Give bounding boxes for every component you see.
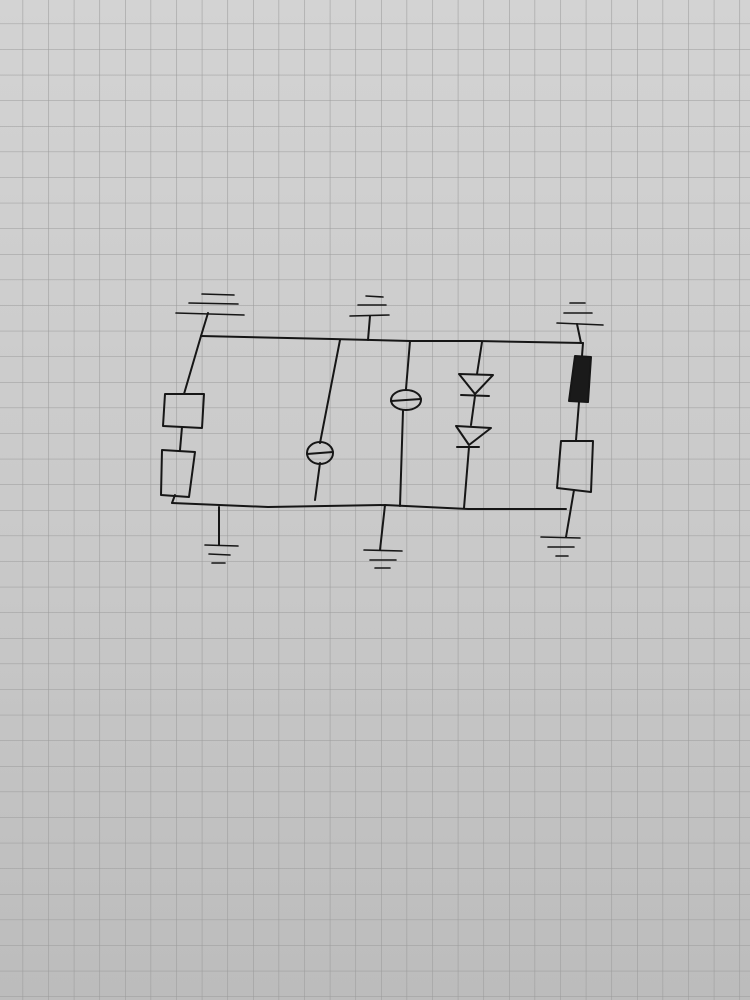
branch-middle: [390, 340, 422, 507]
ground-symbol-top-left: [175, 293, 245, 337]
ground-symbol-bottom-left: [204, 506, 239, 564]
ground-symbol-bottom-middle: [363, 504, 403, 569]
branch-middle-right-diodes: [455, 341, 494, 509]
ground-symbol-bottom-right: [540, 536, 581, 557]
branch-right-resistors: [556, 342, 594, 538]
branch-middle-left: [306, 339, 341, 501]
resistor-left-upper: [162, 393, 205, 429]
ground-symbol-top-middle: [349, 295, 390, 341]
diode-lower: [455, 425, 492, 448]
diode-upper: [458, 373, 494, 397]
resistor-right-filled: [568, 355, 592, 403]
resistor-right-lower: [556, 440, 594, 493]
resistor-left-lower: [160, 449, 196, 498]
branch-left-resistors: [160, 335, 205, 504]
ground-symbol-top-right: [556, 302, 604, 344]
